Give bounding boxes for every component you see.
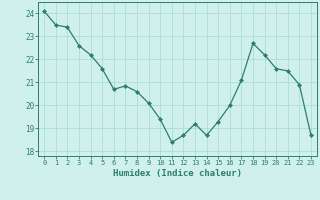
X-axis label: Humidex (Indice chaleur): Humidex (Indice chaleur) (113, 169, 242, 178)
